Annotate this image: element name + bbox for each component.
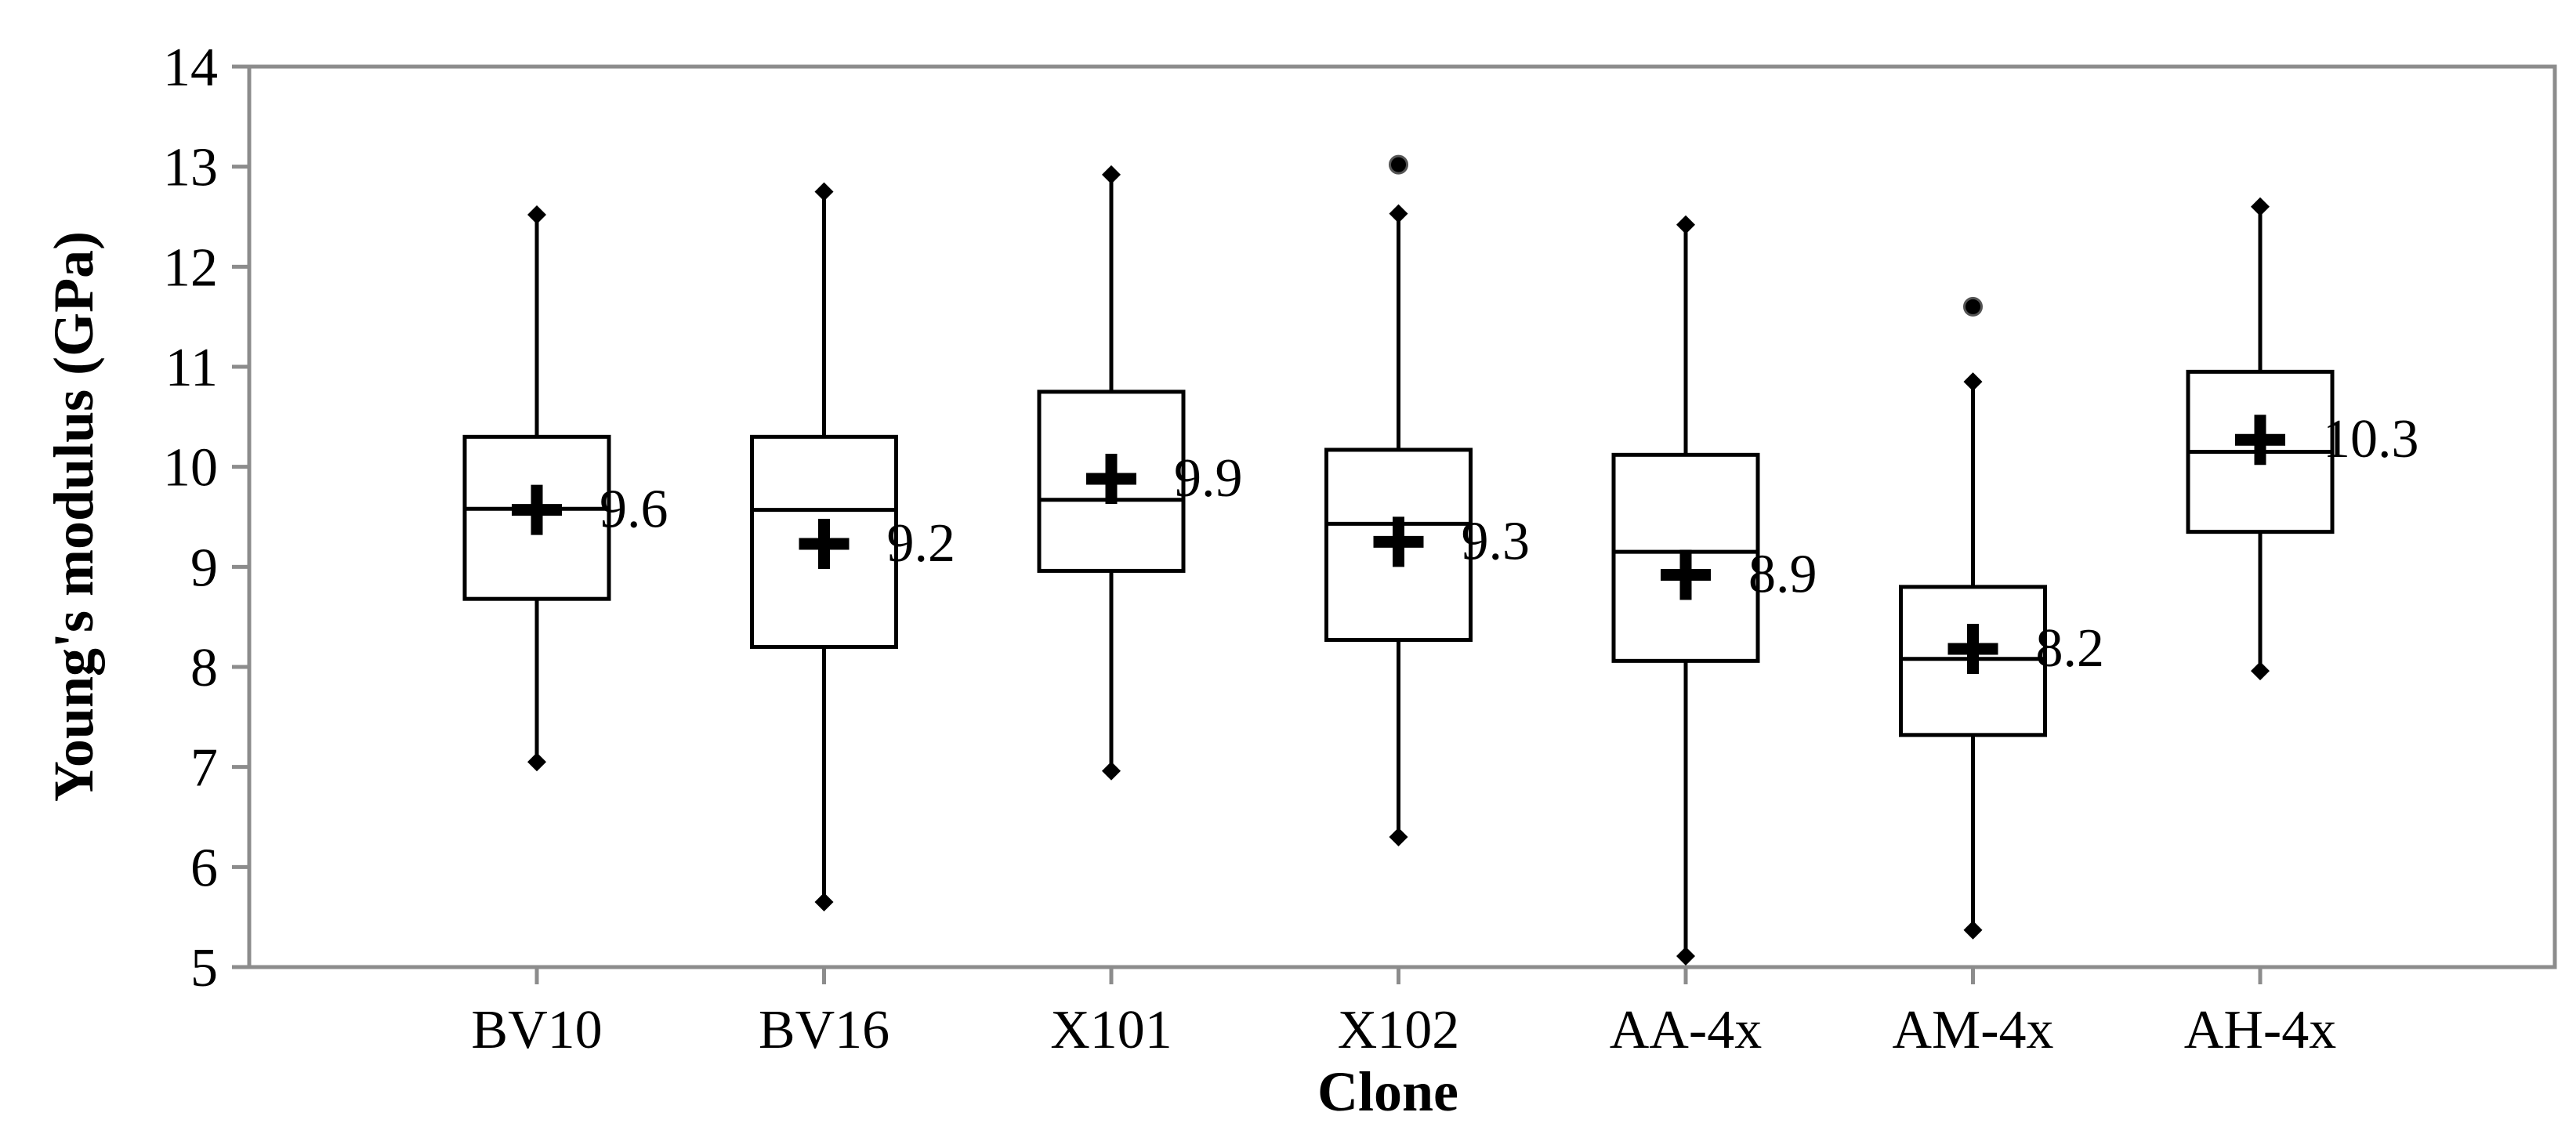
y-axis-title: Young's modulus (GPa)	[42, 231, 105, 802]
mean-label: 10.3	[2323, 409, 2419, 469]
plot-frame	[247, 64, 2557, 969]
x-tick-label: X102	[1338, 1000, 1460, 1060]
y-tick-label: 13	[163, 138, 218, 198]
mean-label: 9.3	[1462, 511, 1531, 571]
boxes-group: 9.6 9.2 9.9 9.3 8.9 8.2 10.3	[462, 154, 2419, 966]
y-tick-label: 10	[163, 438, 218, 498]
x-tick-label: BV10	[471, 1000, 602, 1060]
min-marker	[1676, 946, 1695, 966]
outlier-point	[1963, 296, 1983, 317]
mean-label: 8.9	[1748, 545, 1817, 605]
outlier-point	[1389, 154, 1408, 175]
box-group: 8.9	[1611, 215, 1817, 966]
y-tick-label: 12	[163, 237, 218, 298]
y-tick-label: 6	[190, 838, 218, 898]
max-marker	[2251, 197, 2270, 216]
box-group: 9.6	[462, 205, 668, 772]
max-marker	[1676, 215, 1695, 234]
max-marker	[1102, 165, 1121, 184]
box-group: 9.3	[1324, 154, 1531, 847]
y-axis: 5 6 7 8 9 10 11 12 13 14	[163, 38, 249, 998]
min-marker	[1963, 920, 1983, 940]
box-group: 9.2	[750, 182, 956, 912]
y-tick-label: 14	[163, 38, 218, 98]
x-tick-label: AH-4x	[2184, 1000, 2336, 1060]
mean-label: 9.9	[1174, 448, 1243, 509]
max-marker	[814, 182, 834, 201]
x-tick-label: BV16	[759, 1000, 889, 1060]
min-marker	[2251, 661, 2270, 681]
y-tick-label: 9	[190, 538, 218, 598]
y-tick-label: 8	[190, 638, 218, 698]
y-tick-label: 5	[190, 938, 218, 998]
box-group: 8.2	[1899, 296, 2105, 940]
x-tick-label: AM-4x	[1892, 1000, 2053, 1060]
box-group: 10.3	[2186, 197, 2419, 681]
max-marker	[1963, 372, 1983, 392]
max-marker	[1389, 204, 1408, 223]
x-tick-label: X101	[1050, 1000, 1172, 1060]
box-group: 9.9	[1037, 165, 1243, 781]
max-marker	[527, 205, 546, 224]
min-marker	[1389, 828, 1408, 847]
min-marker	[527, 752, 546, 772]
mean-label: 9.6	[600, 480, 668, 540]
min-marker	[814, 893, 834, 912]
min-marker	[1102, 761, 1121, 781]
x-axis: BV10 BV16 X101 X102 AA-4x AM-4x AH-4x	[471, 967, 2336, 1060]
y-tick-label: 7	[190, 738, 218, 799]
y-tick-label: 11	[165, 338, 218, 398]
x-axis-title: Clone	[1317, 1060, 1458, 1123]
x-tick-label: AA-4x	[1610, 1000, 1762, 1060]
mean-label: 8.2	[2036, 618, 2105, 679]
mean-label: 9.2	[887, 513, 956, 574]
